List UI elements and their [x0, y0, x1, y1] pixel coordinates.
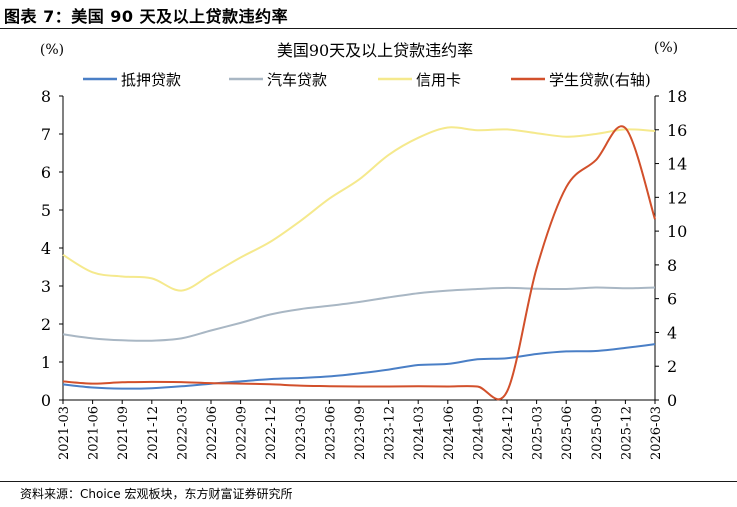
right-tick-label: 6	[667, 290, 677, 309]
x-tick-label: 2025-03	[531, 406, 546, 460]
x-tick-label: 2024-09	[471, 406, 486, 460]
x-tick-label: 2023-09	[353, 406, 368, 460]
legend-label: 汽车贷款	[267, 71, 327, 89]
x-tick-label: 2021-03	[57, 406, 72, 460]
series-line	[62, 286, 656, 342]
x-tick-label: 2025-12	[619, 406, 634, 460]
left-tick-label: 2	[41, 315, 51, 334]
x-tick-label: 2022-12	[264, 406, 279, 460]
x-tick-label: 2021-09	[116, 406, 131, 460]
series-line	[62, 126, 656, 292]
legend: 抵押贷款 汽车贷款 信用卡 学生贷款(右轴)	[83, 71, 651, 89]
right-tick-label: 18	[667, 87, 687, 106]
x-tick-label: 2023-03	[294, 406, 309, 460]
series-layer	[62, 125, 656, 401]
top-rule	[0, 28, 737, 29]
left-tick-label: 5	[41, 201, 51, 220]
series-line	[62, 125, 656, 401]
legend-label: 抵押贷款	[121, 71, 181, 89]
series-line	[62, 343, 656, 390]
x-tick-label: 2022-09	[235, 406, 250, 460]
legend-label: 学生贷款(右轴)	[549, 71, 651, 89]
line-chart: 美国90天及以上贷款违约率 (%) (%) 抵押贷款 汽车贷款 信用卡 学生贷款(右轴…	[40, 40, 688, 460]
right-tick-label: 14	[667, 155, 687, 174]
left-tick-label: 8	[41, 87, 51, 106]
x-tick-label: 2025-09	[590, 406, 605, 460]
right-tick-label: 8	[667, 256, 677, 275]
x-tick-label: 2023-12	[383, 406, 398, 460]
x-tick-label: 2025-06	[560, 406, 575, 460]
right-tick-label: 2	[667, 357, 677, 376]
bottom-rule	[0, 481, 737, 482]
right-tick-label: 12	[667, 188, 687, 207]
x-tick-label: 2021-06	[87, 406, 102, 460]
left-tick-label: 4	[41, 239, 51, 258]
right-tick-label: 0	[667, 391, 677, 410]
x-tick-label: 2024-03	[412, 406, 427, 460]
x-tick-label: 2022-03	[175, 406, 190, 460]
x-tick-label: 2024-12	[501, 406, 516, 460]
right-axis-unit: (%)	[654, 40, 678, 56]
right-tick-label: 16	[667, 121, 687, 140]
right-tick-label: 4	[667, 323, 677, 342]
left-tick-label: 1	[41, 353, 51, 372]
x-tick-label: 2021-12	[146, 406, 161, 460]
figure-title: 图表 7：美国 90 天及以上贷款违约率	[4, 7, 289, 26]
x-tick-label: 2022-06	[205, 406, 220, 460]
right-tick-label: 10	[667, 222, 687, 241]
source-note: 资料来源：Choice 宏观板块，东方财富证券研究所	[20, 487, 293, 501]
x-tick-label: 2023-06	[323, 406, 338, 460]
legend-label: 信用卡	[416, 71, 461, 89]
left-tick-label: 3	[41, 277, 51, 296]
left-tick-label: 6	[41, 163, 51, 182]
x-tick-label: 2024-06	[442, 406, 457, 460]
left-tick-label: 7	[41, 125, 51, 144]
left-axis-unit: (%)	[40, 42, 64, 58]
x-tick-label: 2026-03	[649, 406, 664, 460]
chart-title: 美国90天及以上贷款违约率	[277, 41, 473, 60]
left-tick-label: 0	[41, 391, 51, 410]
